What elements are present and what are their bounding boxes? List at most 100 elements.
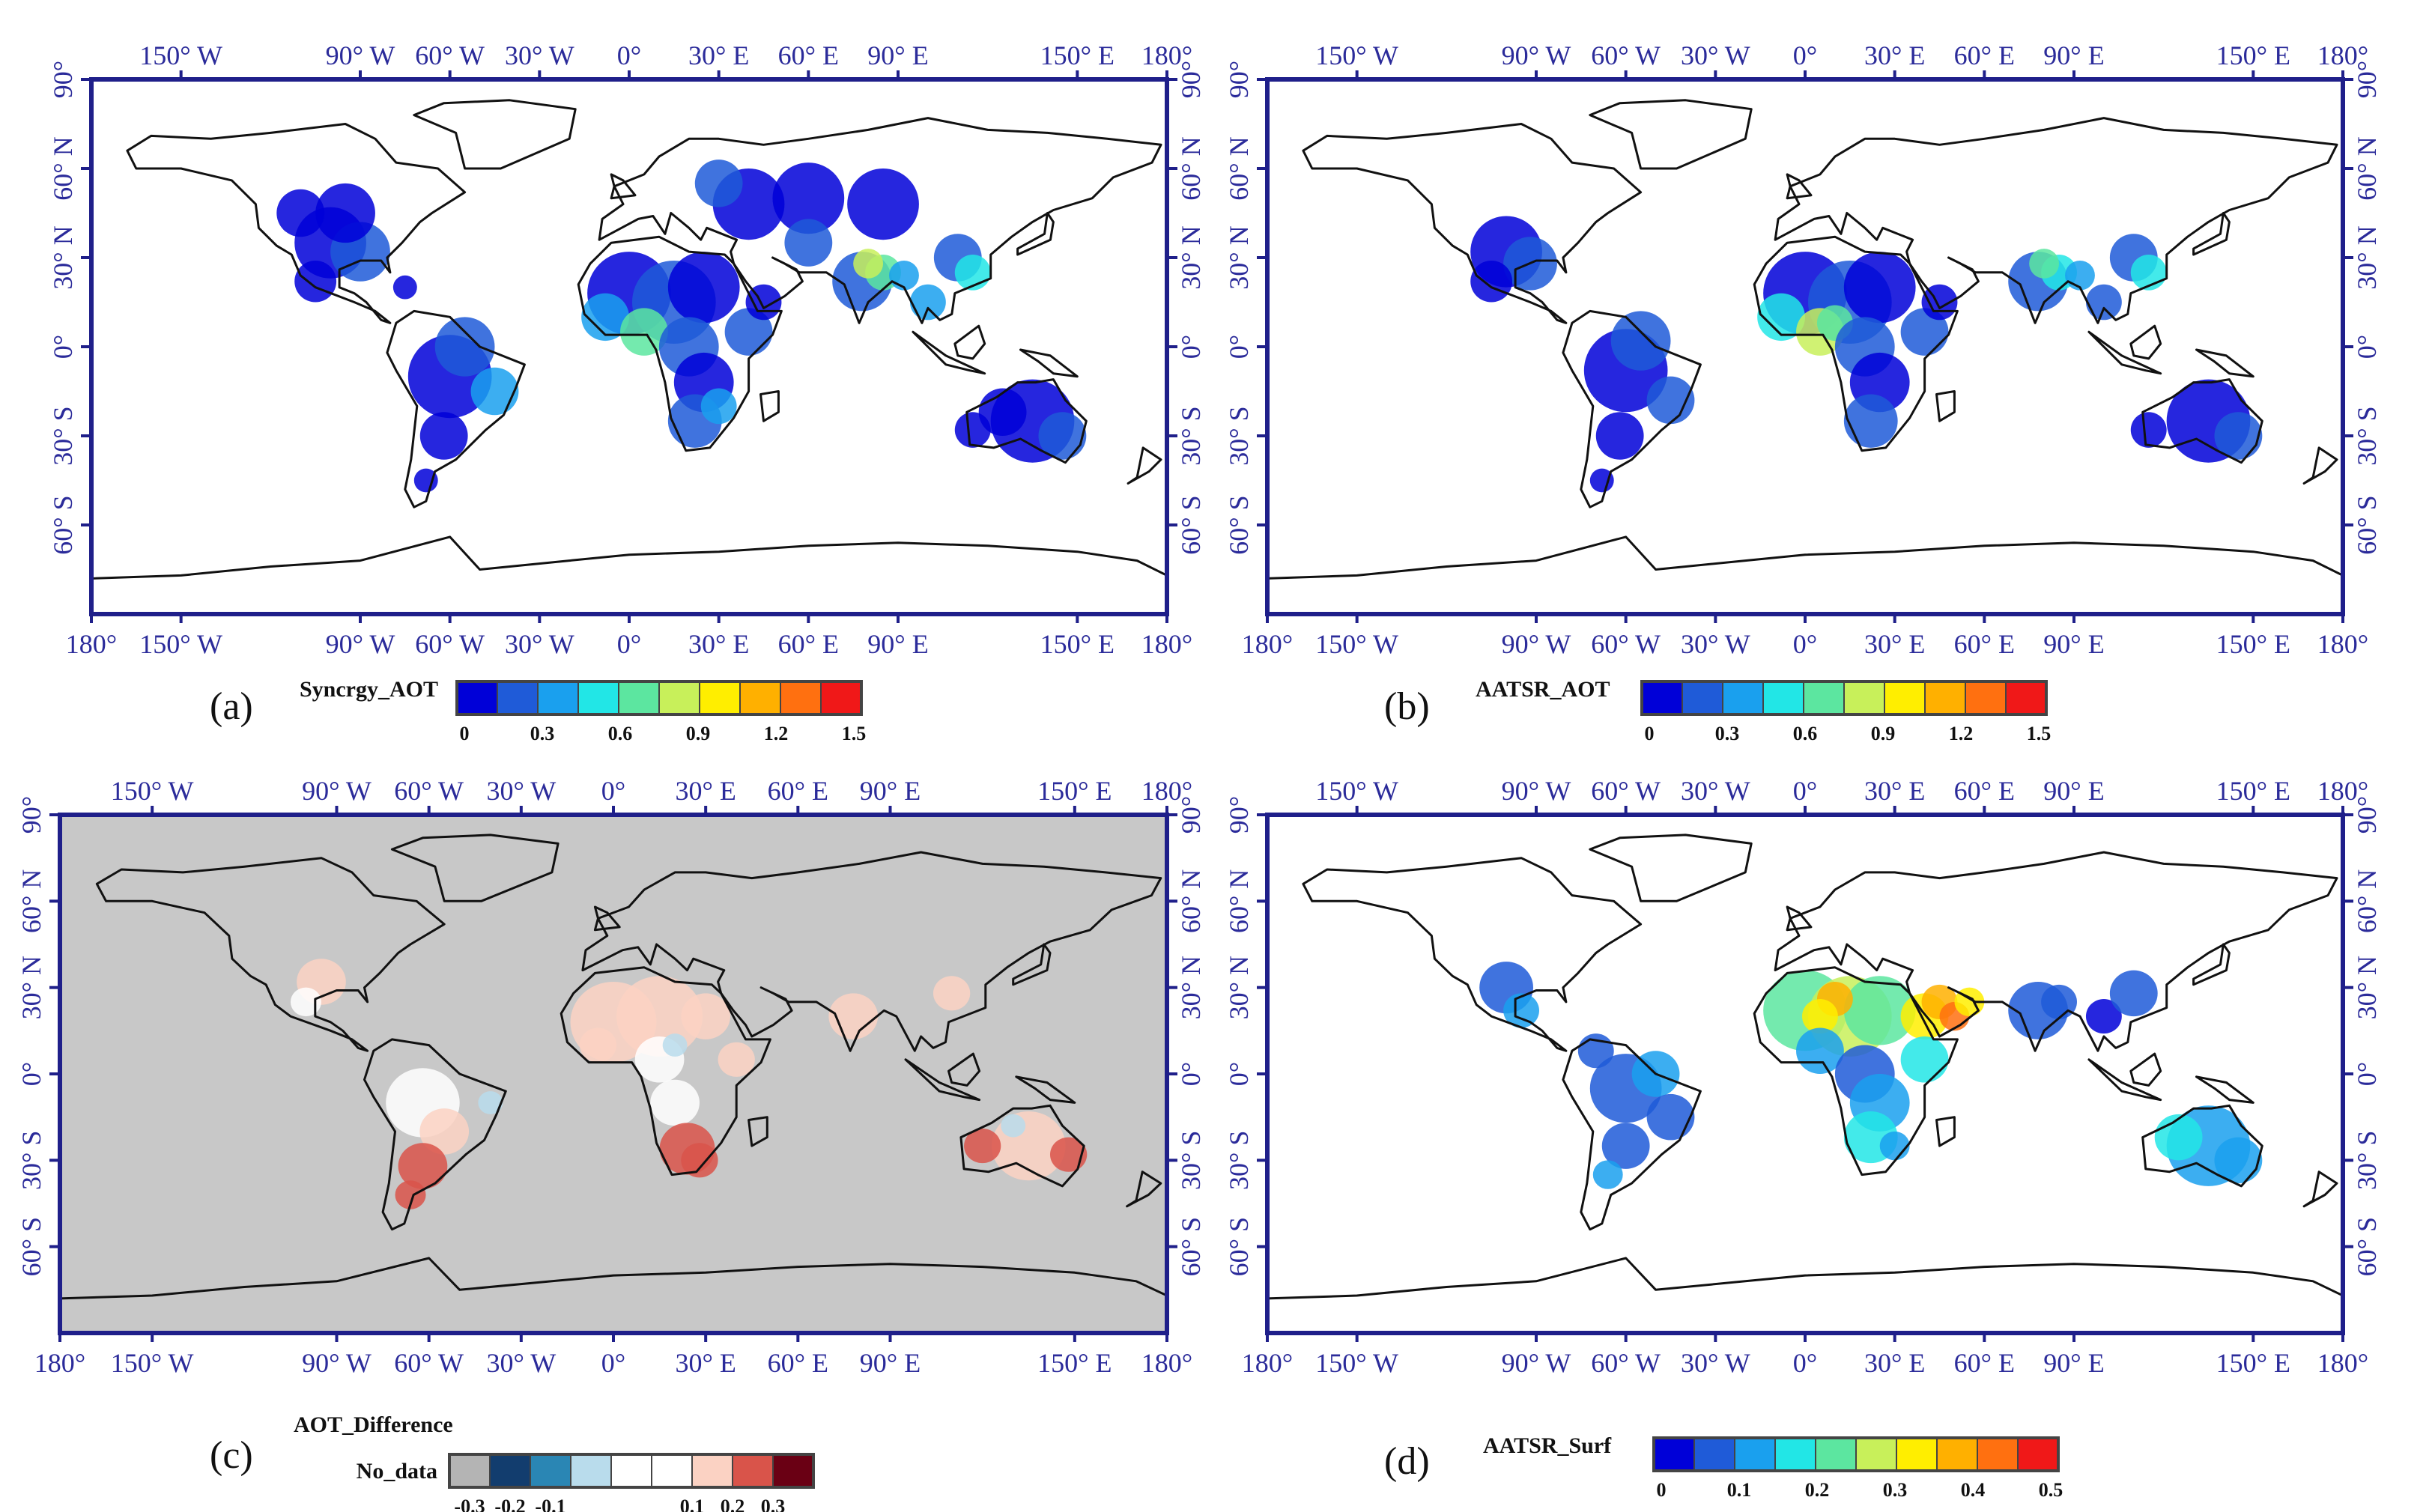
- lat-label-right: 30° S: [2352, 406, 2382, 465]
- lon-label-top: 30° E: [1864, 776, 1925, 806]
- panel-letter: (a): [210, 685, 253, 728]
- lon-label-top: 180°: [1141, 40, 1192, 70]
- coastline-greenland: [390, 834, 560, 902]
- data-blob: [889, 260, 919, 291]
- colorbar-swatch: [1884, 681, 1926, 715]
- colorbar-swatch: [1693, 1437, 1735, 1472]
- data-blob: [470, 367, 519, 416]
- lat-label-right: 30° N: [1176, 956, 1206, 1019]
- colorbar-tick-label: -0.2: [494, 1496, 525, 1512]
- lat-label-right: 0°: [2352, 335, 2382, 359]
- lon-label-bottom: 30° E: [688, 629, 749, 659]
- lon-label-top: 90° E: [860, 776, 921, 806]
- colorbar-swatch: [2005, 681, 2047, 715]
- lat-label-right: 60° N: [2352, 136, 2382, 200]
- coastline-northAmerica: [126, 123, 467, 324]
- lat-label-right: 90°: [1176, 796, 1206, 834]
- data-blob: [681, 1143, 718, 1178]
- data-field: [276, 160, 1087, 493]
- data-blob: [1592, 1160, 1623, 1189]
- lat-label-left: 30° N: [48, 225, 78, 289]
- coastline-antarctica: [91, 535, 1167, 580]
- lon-label-bottom: 30° W: [486, 1348, 556, 1378]
- data-blob: [1589, 468, 1614, 493]
- data-blob: [2214, 1137, 2263, 1184]
- map-background: [60, 815, 1167, 1333]
- lon-label-top: 90° E: [867, 40, 928, 70]
- lat-label-right: 60° S: [2352, 1217, 2382, 1276]
- data-blob: [853, 249, 884, 279]
- colorbar: 0 0.3 0.6 0.9 1.2 1.5: [455, 680, 867, 744]
- lat-label-left: 30° S: [16, 1131, 46, 1190]
- lat-label-right: 60° N: [2352, 869, 2382, 933]
- colorbar-title: AATSR_AOT: [1476, 677, 1610, 702]
- lon-label-top: 30° E: [688, 40, 749, 70]
- colorbar-tick-label: 1.5: [842, 723, 867, 744]
- colorbar-tick-label: -0.1: [535, 1496, 565, 1512]
- lon-label-bottom: 30° E: [1864, 1348, 1925, 1378]
- lon-label-bottom: 0°: [617, 629, 641, 659]
- colorbar-swatch: [497, 681, 539, 715]
- colorbar-swatch: [530, 1454, 571, 1488]
- data-blob: [2065, 260, 2095, 291]
- lat-label-right: 30° S: [1176, 1131, 1206, 1190]
- lat-label-left: 0°: [16, 1062, 46, 1086]
- lon-label-top: 90° E: [2043, 40, 2104, 70]
- coastline-eurasia: [598, 117, 1162, 324]
- colorbar-swatch: [739, 681, 781, 715]
- data-blob: [276, 189, 325, 237]
- coastline-southAmerica: [363, 1038, 507, 1231]
- lat-label-right: 30° S: [1176, 406, 1206, 465]
- coastline-eurasia: [1774, 851, 2338, 1052]
- lon-label-bottom: 0°: [601, 1348, 625, 1378]
- lat-label-right: 0°: [2352, 1062, 2382, 1086]
- lon-label-bottom: 150° W: [139, 629, 222, 659]
- lon-label-bottom: 180°: [1141, 629, 1192, 659]
- lat-label-left: 90°: [1224, 796, 1254, 834]
- colorbar-tick-label: 0: [1645, 723, 1655, 744]
- lon-label-bottom: 30° W: [1681, 1348, 1750, 1378]
- lat-label-left: 0°: [1224, 1062, 1254, 1086]
- lon-label-bottom: 30° E: [675, 1348, 736, 1378]
- colorbar-swatch: [449, 1454, 491, 1488]
- lon-label-top: 0°: [1793, 40, 1817, 70]
- lon-label-top: 90° W: [1502, 40, 1571, 70]
- lon-label-top: 150° E: [2216, 776, 2290, 806]
- data-blob: [1879, 1131, 1910, 1161]
- colorbar-swatch: [537, 681, 579, 715]
- lon-label-top: 180°: [1141, 776, 1192, 806]
- lat-label-left: 60° S: [1224, 495, 1254, 554]
- colorbar: 0 0.3 0.6 0.9 1.2 1.5: [1640, 680, 2051, 744]
- lon-label-bottom: 150° E: [1037, 1348, 1112, 1378]
- coastline-newZealand: [2302, 446, 2338, 485]
- data-blob: [620, 308, 668, 356]
- data-blob: [1001, 1114, 1026, 1138]
- lon-label-top: 60° W: [1591, 776, 1661, 806]
- data-blob: [964, 1129, 1001, 1164]
- coastline-australia: [2141, 1104, 2263, 1188]
- data-blob: [579, 1027, 617, 1063]
- colorbar-tick-label: 0.1: [680, 1496, 705, 1512]
- lon-label-top: 150° W: [111, 776, 194, 806]
- colorbar-swatch: [658, 681, 700, 715]
- lon-label-bottom: 150° E: [1040, 629, 1115, 659]
- colorbar-title: Syncrgy_AOT: [300, 677, 438, 702]
- data-blob: [1802, 999, 1838, 1034]
- nodata-label: No_data: [357, 1459, 437, 1484]
- coastlines: [60, 834, 1167, 1300]
- lat-label-right: 0°: [1176, 1062, 1206, 1086]
- coastline-northAmerica: [1302, 123, 1643, 324]
- lon-label-bottom: 60° E: [778, 629, 839, 659]
- colorbar: -0.3 -0.2 -0.1 0.1 0.2 0.3 No_data: [357, 1453, 815, 1512]
- data-blob: [1646, 376, 1695, 425]
- data-blob: [2041, 984, 2077, 1019]
- lon-label-bottom: 150° W: [111, 1348, 194, 1378]
- lat-label-right: 60° S: [1176, 495, 1206, 554]
- coastline-borneo: [947, 1052, 981, 1087]
- colorbar-swatch: [699, 681, 741, 715]
- colorbar-swatch: [577, 681, 619, 715]
- coastline-indonesia: [912, 330, 986, 375]
- lat-label-right: 60° N: [1176, 136, 1206, 200]
- lon-label-bottom: 60° W: [1591, 1348, 1661, 1378]
